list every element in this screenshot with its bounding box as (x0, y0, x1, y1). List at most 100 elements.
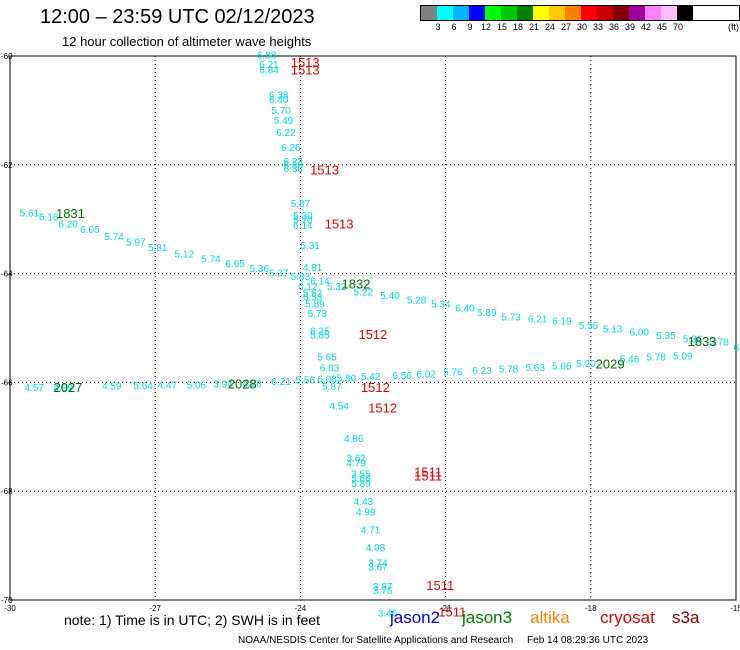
lon-tick-label: -30 (4, 604, 16, 613)
swh-value: 5.89 (305, 299, 325, 310)
lat-tick-label: -68 (1, 487, 13, 496)
swh-value: 5.40 (380, 291, 400, 302)
swh-value: 6.20 (58, 219, 78, 230)
lon-tick-label: -18 (585, 604, 597, 613)
swh-value: 3.46 (378, 608, 398, 619)
swh-value: 5.73 (501, 312, 521, 323)
legend-label: 33 (592, 22, 604, 32)
swh-value: 4.99 (54, 383, 74, 394)
swh-value: 3.87 (373, 582, 393, 593)
swh-value: 5.13 (603, 324, 623, 335)
swh-value: 5.31 (300, 241, 320, 252)
swh-value: 6.53 (303, 292, 323, 303)
legend-label: 15 (496, 22, 508, 32)
swh-value: 5.35 (656, 331, 676, 342)
swh-value: 5.89 (351, 479, 371, 490)
legend-label: 21 (528, 22, 540, 32)
legend-label: 27 (560, 22, 572, 32)
swh-value: 6.35 (283, 161, 303, 172)
map-title: 12:00 – 23:59 UTC 02/12/2023 (40, 6, 315, 28)
legend-swatch (677, 6, 693, 20)
swh-value: 6.03 (320, 364, 340, 375)
units-note: note: 1) Time is in UTC; 2) SWH is in fe… (64, 612, 320, 628)
pass-number: 1512 (361, 380, 390, 395)
pass-number: 1833 (688, 334, 717, 349)
satellite-jason2: jason2 (390, 608, 441, 627)
swh-value: 6.30 (283, 164, 303, 175)
swh-value: 5.46 (620, 354, 640, 365)
swh-value: 6.38 (269, 90, 289, 101)
legend-swatch (469, 6, 485, 20)
swh-value: 5.20 (576, 359, 596, 370)
pass-number: 2029 (596, 356, 625, 371)
legend-swatch (597, 6, 613, 20)
legend-swatch (629, 6, 645, 20)
swh-value: 5.78 (709, 337, 729, 348)
legend-label: 3 (435, 22, 441, 32)
legend-label: 45 (656, 22, 668, 32)
swh-value: 6.40 (269, 95, 289, 106)
swh-value: 4.43 (354, 497, 374, 508)
swh-value: 6.23 (283, 157, 303, 168)
satellite-s3a: s3a (672, 608, 700, 627)
swh-value: 5.83 (291, 272, 311, 283)
swh-value: 6.22 (276, 128, 296, 139)
swh-value: 5.09 (673, 352, 693, 363)
swh-value: 5.70 (293, 216, 313, 227)
legend-label: 36 (608, 22, 620, 32)
swh-value: 6.14 (310, 276, 330, 287)
pass-number: 1831 (56, 206, 85, 221)
swh-value: 3.67 (368, 563, 388, 574)
legend-swatch (501, 6, 517, 20)
swh-value: 6.02 (417, 370, 437, 381)
swh-value: 5.65 (317, 353, 337, 364)
swh-value: 5.74 (201, 255, 221, 266)
swh-value: 6.21 (528, 315, 548, 326)
swh-value: 5.80 (337, 373, 357, 384)
lat-tick-label: -62 (1, 161, 13, 170)
swh-value: 5.81 (148, 243, 168, 254)
legend-swatch (549, 6, 565, 20)
legend-swatch (645, 6, 661, 20)
swh-value: 5.28 (407, 296, 427, 307)
swh-value: 6.88 (257, 51, 277, 62)
swh-value: 5.73 (308, 309, 328, 320)
swh-value: 4.28 (242, 379, 262, 390)
swh-value: 3.55 (351, 470, 371, 481)
legend-label: 18 (512, 22, 524, 32)
swh-value: 5.78 (646, 353, 666, 364)
legend-swatch (421, 6, 437, 20)
swh-value: 6.12 (298, 282, 318, 293)
swh-value: 5.89 (477, 308, 497, 319)
legend-swatch (437, 6, 453, 20)
swh-value: 4.79 (346, 459, 366, 470)
swh-value: 6.19 (552, 317, 572, 328)
pass-number: 1513 (291, 55, 320, 70)
swh-value: 4.86 (344, 434, 364, 445)
legend-label: 6 (451, 22, 457, 32)
pass-number: 1832 (342, 276, 371, 291)
swh-value: 5.34 (431, 299, 451, 310)
swh-value: 5.62 (303, 288, 323, 299)
legend-swatch (517, 6, 533, 20)
legend-swatches (420, 5, 740, 21)
swh-value: 6.00 (630, 328, 650, 339)
swh-value: 6.02 (734, 343, 740, 354)
swh-value: 3.76 (373, 586, 393, 597)
swh-value: 5.42 (361, 372, 381, 383)
swh-value: 6.16 (39, 212, 59, 223)
swh-value: 6.14 (293, 221, 313, 232)
pass-number: 1512 (368, 400, 397, 415)
swh-value: 4.54 (329, 402, 349, 413)
swh-value: 3.94 (213, 379, 233, 390)
swh-value: 4.08 (366, 543, 386, 554)
swh-value: 5.61 (20, 208, 40, 219)
swh-value: 6.08 (317, 374, 337, 385)
swh-value: 5.76 (443, 367, 463, 378)
lon-tick-label: -15 (730, 604, 740, 613)
pass-number: 2027 (54, 380, 83, 395)
lat-tick-label: -60 (1, 52, 13, 61)
legend-label: 9 (467, 22, 473, 32)
credit-line: NOAA/NESDIS Center for Satellite Applica… (238, 635, 649, 646)
